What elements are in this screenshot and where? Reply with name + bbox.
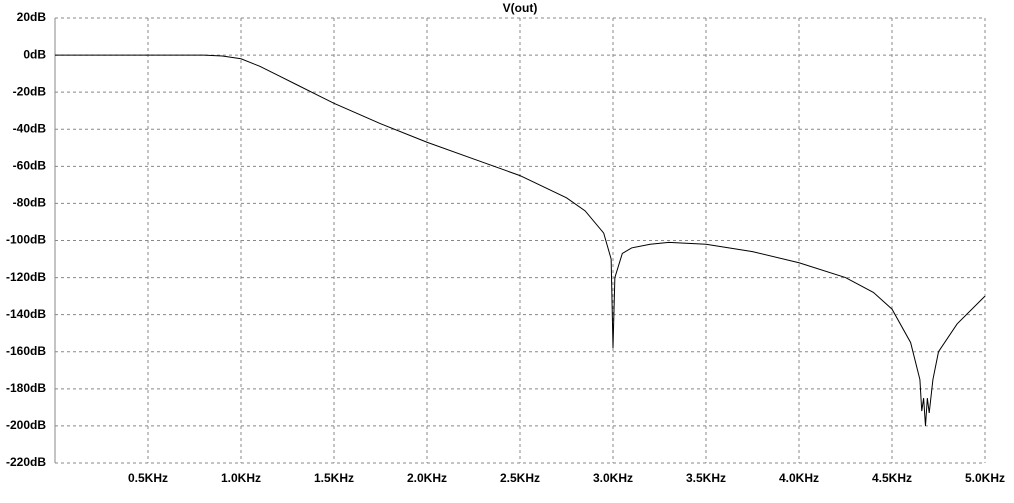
y-tick-label: -200dB — [6, 418, 46, 432]
y-tick-label: -180dB — [6, 381, 46, 395]
curve — [55, 54, 986, 426]
y-tick-label: -20dB — [13, 84, 47, 98]
x-tick-label: 2.0KHz — [407, 471, 447, 485]
y-tick-label: -100dB — [6, 233, 46, 247]
x-tick-label: 3.0KHz — [593, 471, 633, 485]
y-tick-label: -80dB — [13, 196, 47, 210]
x-tick-label: 5.0KHz — [965, 471, 1005, 485]
x-tick-label: 3.5KHz — [686, 471, 726, 485]
x-tick-label: 0.5KHz — [128, 471, 168, 485]
y-tick-label: 20dB — [17, 10, 47, 24]
x-tick-label: 2.5KHz — [500, 471, 540, 485]
x-tick-label: 4.0KHz — [779, 471, 819, 485]
y-tick-label: -160dB — [6, 344, 46, 358]
x-tick-label: 4.5KHz — [872, 471, 912, 485]
y-tick-label: -140dB — [6, 307, 46, 321]
x-tick-label: 1.0KHz — [221, 471, 261, 485]
y-tick-label: -120dB — [6, 270, 46, 284]
x-tick-label: 1.5KHz — [314, 471, 354, 485]
y-tick-label: -220dB — [6, 455, 46, 469]
y-tick-label: 0dB — [23, 47, 46, 61]
y-tick-label: -60dB — [13, 159, 47, 173]
y-tick-label: -40dB — [13, 121, 47, 135]
chart-title: V(out) — [503, 1, 538, 15]
